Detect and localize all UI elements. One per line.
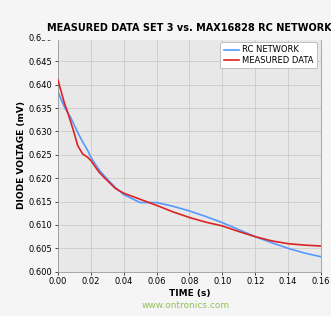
MEASURED DATA: [56, 78, 60, 82]
RC NETWORK: [56, 90, 60, 94]
MEASURED DATA: [303, 243, 307, 247]
RC NETWORK: [286, 246, 290, 250]
MEASURED DATA: [155, 204, 159, 207]
RC NETWORK: [187, 209, 191, 213]
X-axis label: TIME (s): TIME (s): [169, 289, 210, 298]
RC NETWORK: [237, 228, 241, 232]
MEASURED DATA: [319, 244, 323, 248]
Text: www.ontronics.com: www.ontronics.com: [141, 301, 229, 310]
MEASURED DATA: [85, 155, 89, 159]
RC NETWORK: [66, 111, 70, 115]
MEASURED DATA: [76, 143, 80, 147]
MEASURED DATA: [286, 242, 290, 246]
Line: MEASURED DATA: MEASURED DATA: [58, 80, 321, 246]
MEASURED DATA: [97, 170, 101, 174]
RC NETWORK: [76, 131, 80, 134]
MEASURED DATA: [171, 210, 175, 214]
MEASURED DATA: [72, 132, 76, 136]
MEASURED DATA: [270, 239, 274, 243]
RC NETWORK: [138, 201, 142, 204]
MEASURED DATA: [138, 198, 142, 201]
RC NETWORK: [204, 215, 208, 218]
RC NETWORK: [63, 105, 67, 109]
MEASURED DATA: [220, 224, 224, 228]
MEASURED DATA: [105, 179, 109, 182]
RC NETWORK: [59, 98, 63, 101]
MEASURED DATA: [63, 101, 67, 105]
RC NETWORK: [72, 124, 76, 127]
MEASURED DATA: [66, 111, 70, 115]
RC NETWORK: [171, 204, 175, 208]
RC NETWORK: [253, 235, 257, 239]
RC NETWORK: [114, 186, 118, 190]
RC NETWORK: [85, 148, 89, 152]
MEASURED DATA: [114, 187, 118, 191]
RC NETWORK: [155, 201, 159, 204]
RC NETWORK: [105, 177, 109, 181]
RC NETWORK: [270, 241, 274, 245]
RC NETWORK: [89, 155, 93, 159]
MEASURED DATA: [59, 90, 63, 94]
MEASURED DATA: [253, 235, 257, 239]
Legend: RC NETWORK, MEASURED DATA: RC NETWORK, MEASURED DATA: [220, 42, 317, 69]
Line: RC NETWORK: RC NETWORK: [58, 92, 321, 257]
RC NETWORK: [81, 140, 85, 144]
MEASURED DATA: [81, 152, 85, 156]
Title: MEASURED DATA SET 3 vs. MAX16828 RC NETWORK: MEASURED DATA SET 3 vs. MAX16828 RC NETW…: [47, 23, 331, 33]
RC NETWORK: [220, 221, 224, 225]
MEASURED DATA: [237, 230, 241, 234]
RC NETWORK: [69, 117, 73, 120]
MEASURED DATA: [89, 159, 93, 162]
MEASURED DATA: [187, 216, 191, 219]
RC NETWORK: [97, 168, 101, 172]
RC NETWORK: [319, 255, 323, 259]
RC NETWORK: [303, 251, 307, 255]
Y-axis label: DIODE VOLTAGE (mV): DIODE VOLTAGE (mV): [17, 101, 26, 209]
MEASURED DATA: [204, 220, 208, 224]
RC NETWORK: [122, 193, 126, 197]
MEASURED DATA: [122, 191, 126, 195]
MEASURED DATA: [69, 121, 73, 125]
